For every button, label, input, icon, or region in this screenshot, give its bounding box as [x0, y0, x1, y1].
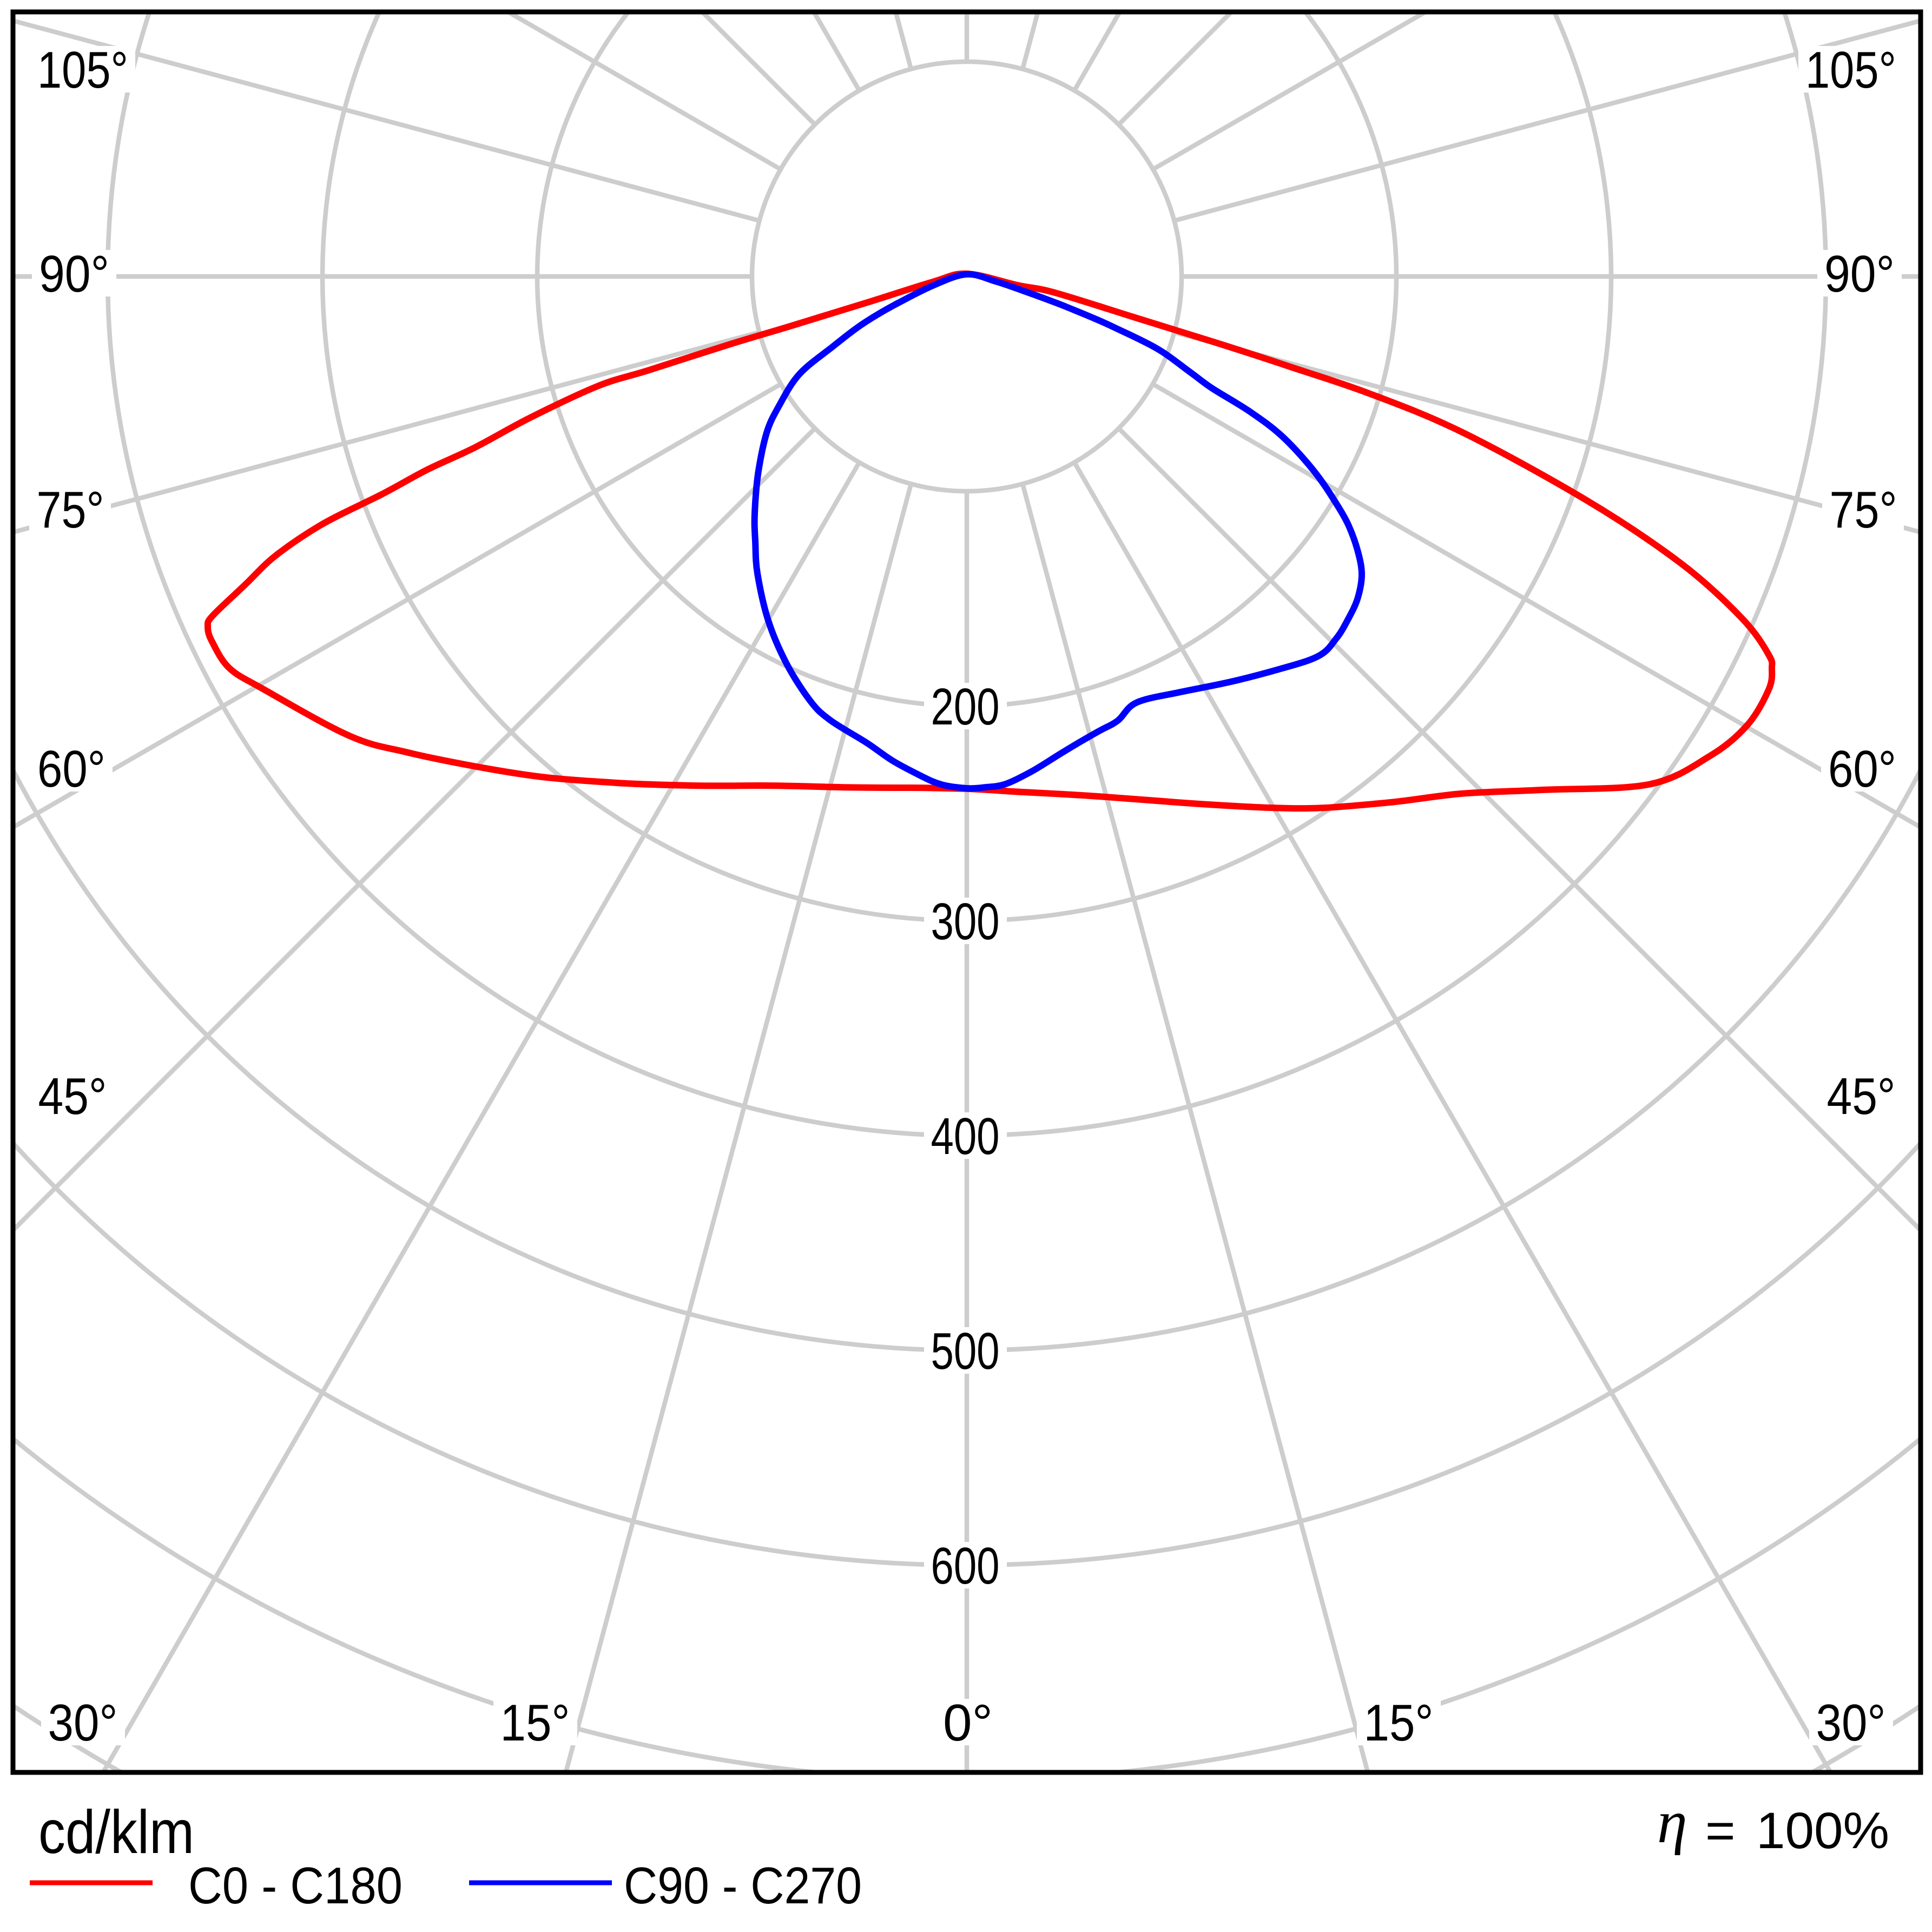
svg-text:45°: 45° [38, 1067, 107, 1125]
svg-text:400: 400 [931, 1107, 1000, 1165]
svg-text:C90 - C270: C90 - C270 [624, 1857, 862, 1915]
svg-text:600: 600 [931, 1537, 1000, 1595]
svg-text:60°: 60° [37, 740, 105, 798]
svg-text:105°: 105° [1805, 41, 1896, 99]
svg-text:C0 - C180: C0 - C180 [188, 1857, 403, 1915]
svg-text:60°: 60° [1828, 740, 1896, 798]
svg-text:90°: 90° [39, 245, 109, 303]
svg-text:=: = [1705, 1802, 1735, 1860]
svg-text:45°: 45° [1827, 1067, 1896, 1125]
svg-text:30°: 30° [1816, 1694, 1886, 1752]
svg-text:15°: 15° [1364, 1694, 1434, 1752]
svg-text:200: 200 [931, 678, 1000, 736]
svg-text:15°: 15° [500, 1694, 570, 1752]
svg-text:75°: 75° [37, 481, 104, 539]
svg-text:0°: 0° [943, 1694, 993, 1752]
svg-text:75°: 75° [1830, 481, 1897, 539]
svg-text:105°: 105° [37, 41, 128, 99]
svg-text:cd/klm: cd/klm [38, 1798, 194, 1866]
svg-text:500: 500 [931, 1322, 1000, 1380]
svg-text:100%: 100% [1756, 1802, 1889, 1860]
svg-text:300: 300 [931, 893, 1000, 951]
svg-text:30°: 30° [48, 1694, 118, 1752]
svg-text:η: η [1657, 1789, 1687, 1856]
svg-text:90°: 90° [1824, 245, 1895, 303]
